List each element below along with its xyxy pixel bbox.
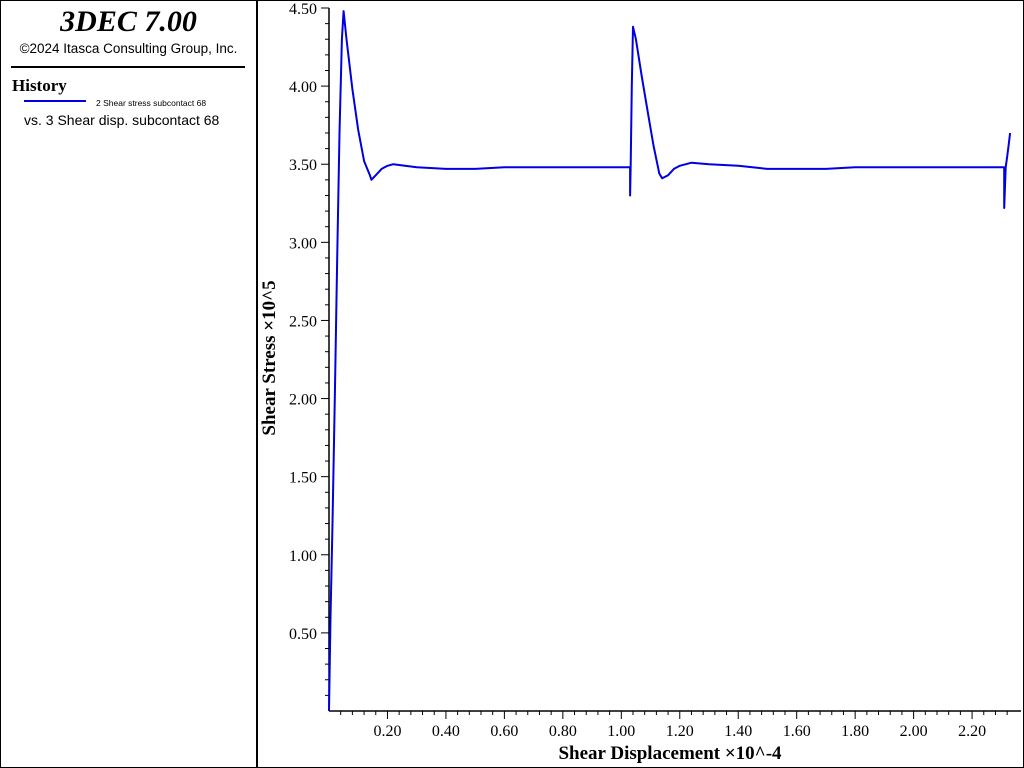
y-tick-label: 3.00 [289,235,317,252]
y-tick-label: 2.50 [289,313,317,330]
y-tick-label: 0.50 [289,626,317,643]
x-tick-label: 2.00 [900,723,928,740]
panel-divider [256,0,258,768]
y-tick-label: 1.50 [289,470,317,487]
legend-series-swatch [24,100,86,102]
x-tick-label: 0.60 [490,723,518,740]
copyright-text: ©2024 Itasca Consulting Group, Inc. [19,41,238,56]
y-tick-label: 4.50 [289,1,317,18]
x-tick-label: 1.60 [783,723,811,740]
x-tick-labels: 0.20 0.40 0.60 0.80 1.00 1.20 1.40 1.60 1.80 2.00… [373,723,986,740]
history-heading: History [12,76,67,95]
y-tick-label: 1.00 [289,548,317,565]
x-tick-label: 1.00 [607,723,635,740]
y-tick-labels: 0.50 1.00 1.50 2.00 2.50 3.00 3.50 4.00 4.50 [289,1,317,643]
info-panel: 3DEC 7.00 ©2024 Itasca Consulting Group,… [1,1,256,767]
legend-vs-label: vs. 3 Shear disp. subcontact 68 [24,112,220,128]
y-tick-label: 3.50 [289,157,317,174]
y-tick-label: 2.00 [289,392,317,409]
header-divider [11,66,245,68]
series-line [328,10,1012,712]
y-axis-title: Shear Stress ×10^5 [259,280,280,435]
app-title: 3DEC 7.00 [60,5,197,38]
legend-series-label: 2 Shear stress subcontact 68 [96,98,207,108]
y-tick-label: 4.00 [289,79,317,96]
x-tick-label: 2.20 [958,723,986,740]
x-tick-label: 0.80 [549,723,577,740]
x-tick-label: 1.80 [841,723,869,740]
x-axis-title: Shear Displacement ×10^-4 [558,743,782,764]
chart-series-group [328,10,1012,712]
chart-axes [321,7,1021,719]
x-tick-label: 1.40 [724,723,752,740]
x-tick-label: 1.20 [666,723,694,740]
x-tick-label: 0.20 [373,723,401,740]
x-tick-label: 0.40 [432,723,460,740]
